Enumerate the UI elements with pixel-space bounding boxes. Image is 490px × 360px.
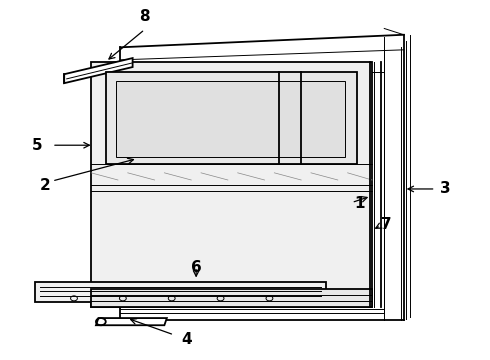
Text: 3: 3 [440,181,451,197]
Polygon shape [64,58,133,83]
Text: 5: 5 [32,139,43,153]
Polygon shape [116,81,345,157]
Polygon shape [91,289,372,307]
Text: 2: 2 [39,178,50,193]
Polygon shape [106,72,357,164]
Text: 9: 9 [225,137,236,152]
Text: 4: 4 [181,332,192,347]
Polygon shape [91,62,372,307]
Text: 6: 6 [191,260,201,275]
Text: 7: 7 [381,217,392,232]
Text: 1: 1 [355,196,365,211]
Polygon shape [96,318,167,325]
Text: 8: 8 [140,9,150,24]
Polygon shape [35,282,326,302]
